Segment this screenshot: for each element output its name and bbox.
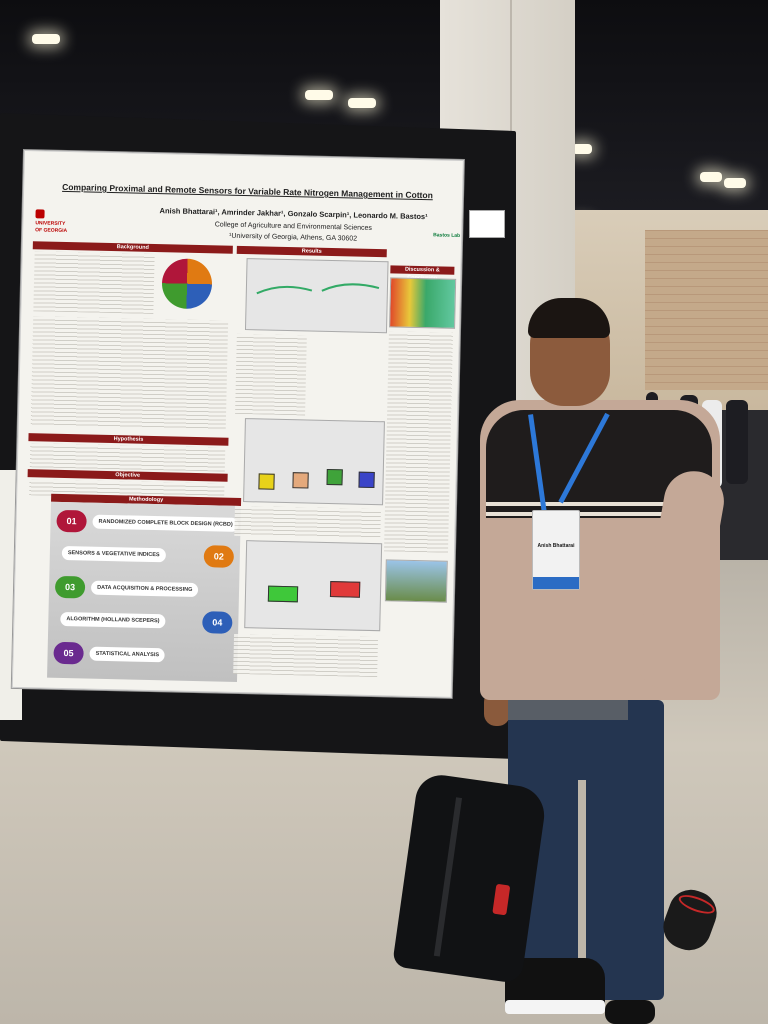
background-person	[726, 400, 748, 484]
sweater-stripe	[486, 502, 712, 506]
step-number: 01	[56, 509, 87, 533]
person-shoe	[605, 1000, 655, 1024]
badge-name: Anish Bhattarai	[537, 543, 575, 549]
ceiling-light	[305, 90, 333, 100]
results-text-2	[234, 505, 381, 540]
boxplot-figure-2	[244, 540, 383, 632]
step-number: 02	[203, 545, 235, 568]
poster-authors: Anish Bhattarai¹, Amrinder Jakhar¹, Gonz…	[159, 206, 428, 222]
ceiling-light	[32, 34, 60, 44]
boxplot-box	[267, 585, 299, 603]
boxplot-box	[358, 471, 375, 489]
ceiling-light	[348, 98, 376, 108]
lab-logo: Bastos Lab	[433, 232, 461, 239]
poster-title: Comparing Proximal and Remote Sensors fo…	[62, 181, 433, 201]
background-text	[33, 251, 155, 314]
step-label: SENSORS & VEGETATIVE INDICES	[61, 545, 166, 563]
anova-table	[309, 335, 385, 418]
boxplot-box	[329, 581, 361, 598]
curve-plot	[256, 283, 380, 295]
poster-address: ¹University of Georgia, Athens, GA 30602	[229, 232, 358, 243]
hypothesis-text	[29, 443, 226, 472]
georgia-g-icon	[35, 209, 45, 219]
results-text	[235, 333, 307, 416]
step-number: 04	[202, 611, 233, 634]
university-logo: UNIVERSITY OF GEORGIA	[35, 209, 70, 234]
results-curve-figure	[244, 258, 389, 334]
badge-band	[533, 577, 579, 589]
backpack	[391, 771, 549, 985]
step-label: STATISTICAL ANALYSIS	[89, 646, 166, 663]
results-text-3	[233, 633, 379, 678]
section-discussion: Discussion & Conclusion	[390, 265, 455, 281]
background-table	[30, 316, 229, 431]
board-number-tag	[469, 210, 505, 238]
section-results: Results	[236, 245, 387, 258]
boxplot-figure	[243, 418, 385, 506]
sweater-stripe	[486, 512, 712, 516]
university-logo-text: UNIVERSITY OF GEORGIA	[35, 220, 68, 234]
name-badge: Anish Bhattarai	[532, 510, 580, 590]
research-poster: Comparing Proximal and Remote Sensors fo…	[11, 150, 464, 698]
field-photos	[384, 559, 448, 603]
step-number: 05	[53, 641, 84, 665]
ceiling-light	[572, 144, 592, 154]
venn-diagram	[161, 258, 213, 310]
methodology-flow: 01 RANDOMIZED COMPLETE BLOCK DESIGN (RCB…	[47, 501, 241, 682]
field-map-figure	[389, 277, 457, 329]
person-hair	[528, 298, 610, 338]
step-label: RANDOMIZED COMPLETE BLOCK DESIGN (RCBD)	[92, 514, 239, 532]
discussion-text	[383, 331, 453, 553]
ceiling-light	[724, 178, 746, 188]
boxplot-box	[292, 472, 309, 489]
boxplot-box	[258, 473, 275, 490]
boxplot-box	[326, 468, 343, 486]
step-label: DATA ACQUISITION & PROCESSING	[90, 580, 199, 598]
step-number: 03	[54, 575, 86, 599]
ceiling-light	[700, 172, 722, 182]
step-label: ALGORITHM (HOLLAND SCEPERS)	[60, 611, 166, 629]
